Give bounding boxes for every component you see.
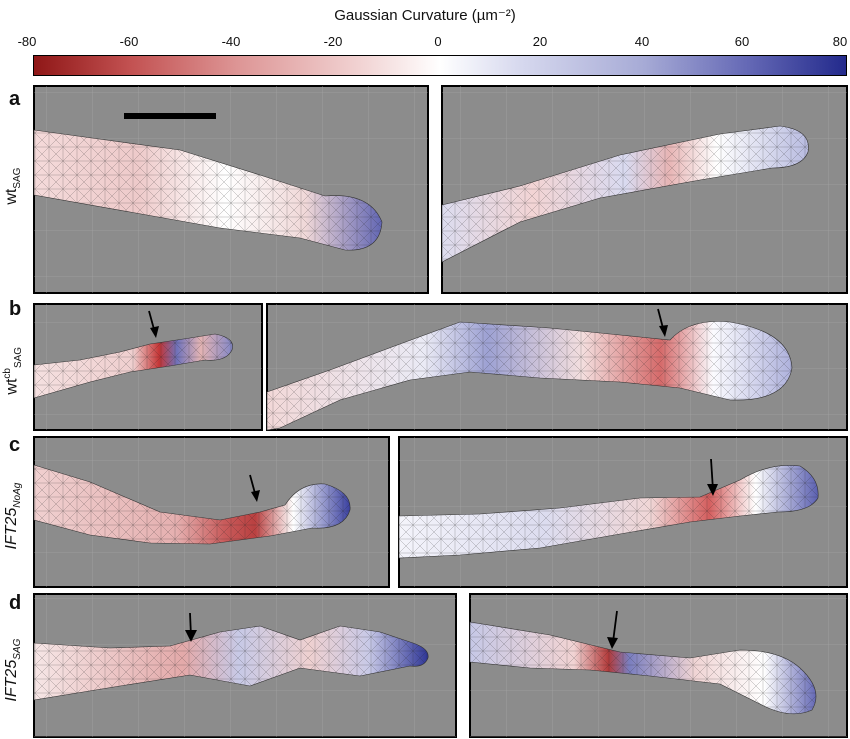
colorbar-tick: 20 bbox=[532, 34, 548, 49]
colorbar-tick: 60 bbox=[734, 34, 750, 49]
colorbar-tick: -80 bbox=[17, 34, 37, 49]
colorbar-tick: 80 bbox=[832, 34, 848, 49]
colorbar-tick: 40 bbox=[634, 34, 650, 49]
panel-c-left bbox=[33, 436, 390, 588]
colorbar-tick: -20 bbox=[323, 34, 343, 49]
row-letter-a: a bbox=[9, 88, 21, 110]
row-letter-d: d bbox=[9, 592, 22, 614]
panel-c-right bbox=[398, 436, 848, 588]
colorbar bbox=[33, 55, 847, 76]
down-arrow-icon bbox=[707, 458, 718, 496]
panel-b-left bbox=[33, 303, 263, 431]
row-letter-c: c bbox=[9, 434, 21, 456]
down-arrow-icon bbox=[148, 310, 159, 338]
colorbar-tick: -60 bbox=[119, 34, 139, 49]
down-arrow-icon bbox=[185, 612, 197, 642]
panel-a-right bbox=[441, 85, 848, 294]
colorbar-title: Gaussian Curvature (µm⁻²) bbox=[334, 7, 516, 24]
scale-bar bbox=[124, 113, 216, 119]
colorbar-tick: 0 bbox=[434, 34, 442, 49]
down-arrow-icon bbox=[249, 474, 260, 502]
panel-d-right bbox=[469, 593, 848, 738]
colorbar-tick: -40 bbox=[221, 34, 241, 49]
panel-b-right bbox=[266, 303, 848, 431]
panel-a-left bbox=[33, 85, 429, 294]
row-letter-b: b bbox=[9, 298, 22, 320]
down-arrow-icon bbox=[607, 610, 618, 649]
down-arrow-icon bbox=[657, 308, 668, 337]
panel-d-left bbox=[33, 593, 457, 738]
